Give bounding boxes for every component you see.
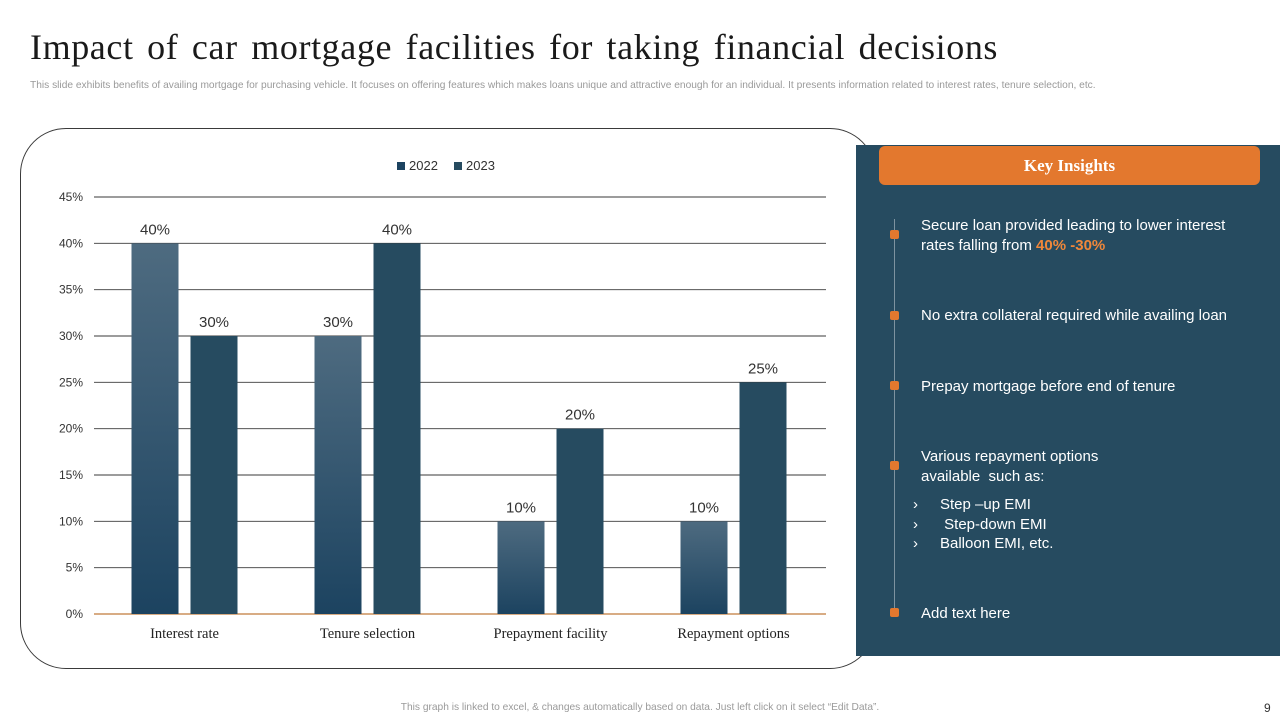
list-item: › Step-down EMI	[913, 515, 1261, 535]
bar-2022	[131, 243, 179, 614]
page-number: 9	[1264, 701, 1271, 715]
insight-bullet-icon	[890, 311, 899, 320]
y-tick-label: 35%	[59, 283, 83, 297]
chart-labels: 0% 5% 10% 15% 20% 25% 30% 35% 40% 45% 40% 30% Intere…	[59, 190, 790, 642]
y-tick-label: 45%	[59, 190, 83, 204]
chart-frame[interactable]: 0% 5% 10% 15% 20% 25% 30% 35% 40% 45% 40% 30% Intere…	[20, 128, 876, 669]
x-tick-label: Prepayment facility	[494, 626, 609, 642]
chevron-right-icon: ›	[913, 535, 918, 552]
bar-2023	[373, 243, 421, 614]
y-tick-label: 20%	[59, 422, 83, 436]
data-label: 10%	[689, 499, 719, 516]
insights-timeline-line	[894, 219, 895, 617]
y-tick-label: 5%	[66, 561, 84, 575]
insight-bullet-icon	[890, 608, 899, 617]
x-tick-label: Interest rate	[150, 626, 219, 642]
legend-label: 2022	[409, 158, 438, 173]
chevron-right-icon: ›	[913, 515, 918, 533]
insight-text: No extra collateral required while avail…	[921, 307, 1227, 324]
data-label: 30%	[323, 314, 353, 331]
data-label: 10%	[506, 499, 536, 516]
insight-text: Secure loan provided leading to lower in…	[921, 216, 1261, 255]
list-item: › Balloon EMI, etc.	[913, 534, 1261, 554]
legend-swatch-2022	[397, 162, 405, 170]
slide-title: Impact of car mortgage facilities for ta…	[30, 27, 999, 67]
y-tick-label: 15%	[59, 468, 83, 482]
footer-note: This graph is linked to excel, & changes…	[400, 702, 880, 713]
list-item: › Step –up EMI	[913, 495, 1261, 515]
key-insights-header: Key Insights	[879, 146, 1260, 185]
data-label: 25%	[748, 360, 778, 377]
key-insights-panel: Key Insights Secure loan provided leadin…	[856, 145, 1280, 656]
insight-text: Various repayment options available such…	[913, 447, 1261, 554]
list-item-label: Step-down EMI	[940, 515, 1047, 533]
insight-bullet-icon	[890, 230, 899, 239]
data-label: 20%	[565, 407, 595, 424]
legend-label: 2023	[466, 158, 495, 173]
bar-2023	[556, 428, 604, 614]
repayment-options-list: › Step –up EMI › Step-down EMI › Balloon E…	[913, 495, 1261, 554]
insight-bullet-icon	[890, 381, 899, 390]
chevron-right-icon: ›	[913, 496, 918, 513]
insight-text-main: Various repayment options available such…	[921, 448, 1099, 485]
x-tick-label: Tenure selection	[320, 626, 416, 642]
insight-bullet-icon	[890, 461, 899, 470]
bar-2023	[739, 382, 787, 614]
data-label: 30%	[199, 314, 229, 331]
data-label: 40%	[140, 221, 170, 238]
list-item-label: Step –up EMI	[940, 496, 1031, 513]
data-label: 40%	[382, 221, 412, 238]
y-tick-label: 30%	[59, 329, 83, 343]
bar-2022	[680, 521, 728, 614]
insight-text: Add text here	[921, 605, 1011, 622]
list-item-label: Balloon EMI, etc.	[940, 535, 1054, 552]
x-tick-label: Repayment options	[677, 626, 790, 642]
bar-2023	[190, 336, 238, 614]
chart-bars	[131, 243, 787, 614]
insight-text: Prepay mortgage before end of tenure	[921, 378, 1176, 395]
insight-text-main: Secure loan provided leading to lower in…	[921, 217, 1226, 254]
y-tick-label: 40%	[59, 236, 83, 250]
chart-legend: 2022 2023	[397, 158, 495, 173]
y-tick-label: 25%	[59, 375, 83, 389]
bar-chart[interactable]: 0% 5% 10% 15% 20% 25% 30% 35% 40% 45% 40% 30% Intere…	[21, 129, 877, 670]
insight-highlight: 40% -30%	[1036, 236, 1106, 254]
slide-subtitle: This slide exhibits benefits of availing…	[30, 80, 1096, 91]
bar-2022	[314, 336, 362, 614]
legend-swatch-2023	[454, 162, 462, 170]
bar-2022	[497, 521, 545, 614]
y-tick-label: 0%	[66, 607, 84, 621]
y-tick-label: 10%	[59, 514, 83, 528]
